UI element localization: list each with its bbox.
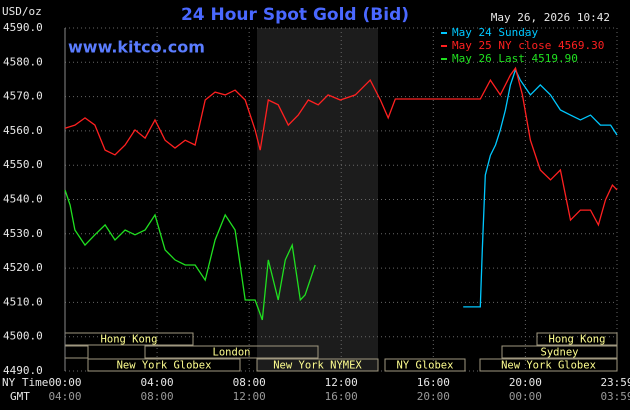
y-tick-label: 4550.0 (3, 158, 43, 171)
x2-tick-label: 12:00 (233, 390, 266, 403)
y-tick-label: 4560.0 (3, 124, 43, 137)
legend-label: May 25 NY close 4569.30 (452, 39, 604, 52)
x2-tick-label: 08:00 (141, 390, 174, 403)
session-label: New York Globex (117, 360, 212, 372)
session-box (87, 358, 241, 372)
x-axis-label: NY Time (2, 376, 48, 389)
subtitle: www.kitco.com (68, 38, 205, 57)
session-label: New York NYMEX (273, 360, 362, 372)
session-label: NY Globex (397, 360, 454, 372)
y-axis-label: USD/oz (2, 5, 42, 18)
x2-tick-label: 03:59 (600, 390, 630, 403)
x-tick-label: 12:00 (325, 376, 358, 389)
timestamp: May 26, 2026 10:42 (491, 11, 610, 24)
session-box (501, 345, 618, 359)
legend-label: May 24 Sunday (452, 26, 538, 39)
y-tick-label: 4540.0 (3, 193, 43, 206)
legend-label: May 26 Last 4519.90 (452, 52, 578, 65)
price-line (64, 66, 618, 227)
y-tick-label: 4530.0 (3, 227, 43, 240)
session-label: Hong Kong (101, 334, 158, 346)
y-tick-label: 4580.0 (3, 55, 43, 68)
session-label: New York Globex (501, 360, 596, 372)
x2-axis-label: GMT (10, 390, 30, 403)
x2-tick-label: 00:00 (509, 390, 542, 403)
x-tick-label: 00:00 (48, 376, 81, 389)
session-box (144, 345, 319, 359)
x-tick-label: 20:00 (509, 376, 542, 389)
session-box (256, 358, 379, 372)
chart-title: 24 Hour Spot Gold (Bid) (181, 5, 409, 25)
price-line (64, 189, 316, 321)
x-tick-label: 16:00 (417, 376, 450, 389)
x2-tick-label: 04:00 (48, 390, 81, 403)
x2-tick-label: 20:00 (417, 390, 450, 403)
session-label: Sydney (541, 347, 579, 359)
y-tick-label: 4510.0 (3, 295, 43, 308)
session-label: Hong Kong (549, 334, 606, 346)
x-tick-label: 08:00 (233, 376, 266, 389)
x2-tick-label: 16:00 (325, 390, 358, 403)
session-label: London (213, 347, 251, 359)
y-tick-label: 4490.0 (3, 364, 43, 377)
session-box (479, 358, 618, 372)
session-box (384, 358, 466, 372)
y-tick-label: 4500.0 (3, 330, 43, 343)
x-tick-label: 04:00 (141, 376, 174, 389)
session-box (536, 332, 618, 346)
y-tick-label: 4520.0 (3, 261, 43, 274)
y-tick-label: 4570.0 (3, 90, 43, 103)
price-line (463, 68, 618, 308)
x-tick-label: 23:59 (600, 376, 630, 389)
y-tick-label: 4590.0 (3, 21, 43, 34)
